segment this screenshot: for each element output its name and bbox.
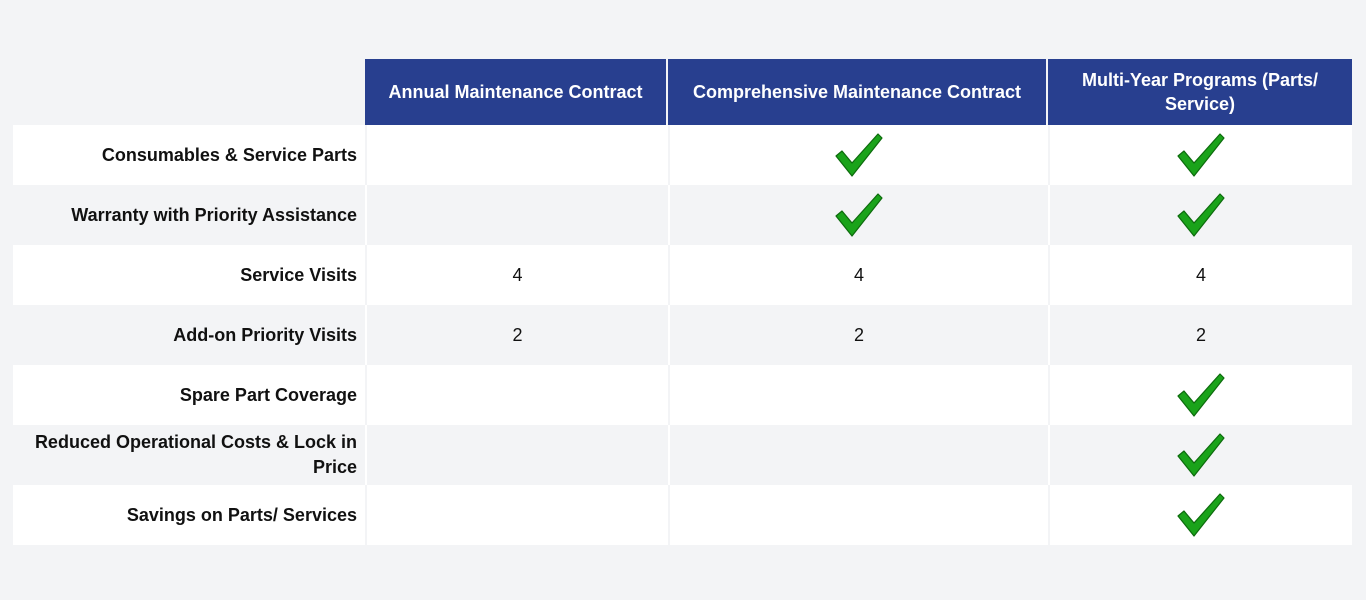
cell-value: 4 [668, 245, 1048, 305]
feature-label: Savings on Parts/ Services [126, 504, 357, 525]
feature-label: Add-on Priority Visits [173, 324, 357, 345]
feature-label: Service Visits [240, 264, 357, 285]
table-row: Service Visits 4 4 4 [13, 245, 1352, 305]
feature-label: Warranty with Priority Assistance [71, 204, 357, 225]
check-icon [668, 185, 1048, 245]
table-row: Add-on Priority Visits 2 2 2 [13, 305, 1352, 365]
empty-cell [365, 125, 668, 185]
check-icon [1048, 485, 1352, 545]
empty-cell [365, 185, 668, 245]
empty-cell [365, 365, 668, 425]
check-icon [1048, 365, 1352, 425]
cell-value: 2 [668, 305, 1048, 365]
cell-value: 2 [365, 305, 668, 365]
empty-cell [365, 425, 668, 485]
feature-label: Reduced Operational Costs & Lock in Pric… [34, 432, 357, 477]
table-row: Savings on Parts/ Services [13, 485, 1352, 545]
check-icon [668, 125, 1048, 185]
table-row: Reduced Operational Costs & Lock in Pric… [13, 425, 1352, 485]
header-row: Annual Maintenance Contract Comprehensiv… [13, 59, 1352, 125]
check-icon [1048, 185, 1352, 245]
empty-cell [668, 365, 1048, 425]
column-header-comprehensive: Comprehensive Maintenance Contract [668, 59, 1048, 125]
column-header-multi-year: Multi-Year Programs (Parts/ Service) [1048, 59, 1352, 125]
table-row: Warranty with Priority Assistance [13, 185, 1352, 245]
empty-cell [668, 425, 1048, 485]
table-row: Consumables & Service Parts [13, 125, 1352, 185]
empty-cell [668, 485, 1048, 545]
feature-label: Spare Part Coverage [179, 384, 357, 405]
table-body: Consumables & Service Parts Warranty with… [13, 125, 1352, 545]
cell-value: 4 [1048, 245, 1352, 305]
cell-value: 2 [1048, 305, 1352, 365]
empty-cell [365, 485, 668, 545]
header-spacer [13, 59, 365, 125]
check-icon [1048, 425, 1352, 485]
check-icon [1048, 125, 1352, 185]
column-header-annual: Annual Maintenance Contract [365, 59, 668, 125]
feature-label: Consumables & Service Parts [101, 144, 357, 165]
table-row: Spare Part Coverage [13, 365, 1352, 425]
cell-value: 4 [365, 245, 668, 305]
comparison-table: Annual Maintenance Contract Comprehensiv… [13, 59, 1352, 545]
